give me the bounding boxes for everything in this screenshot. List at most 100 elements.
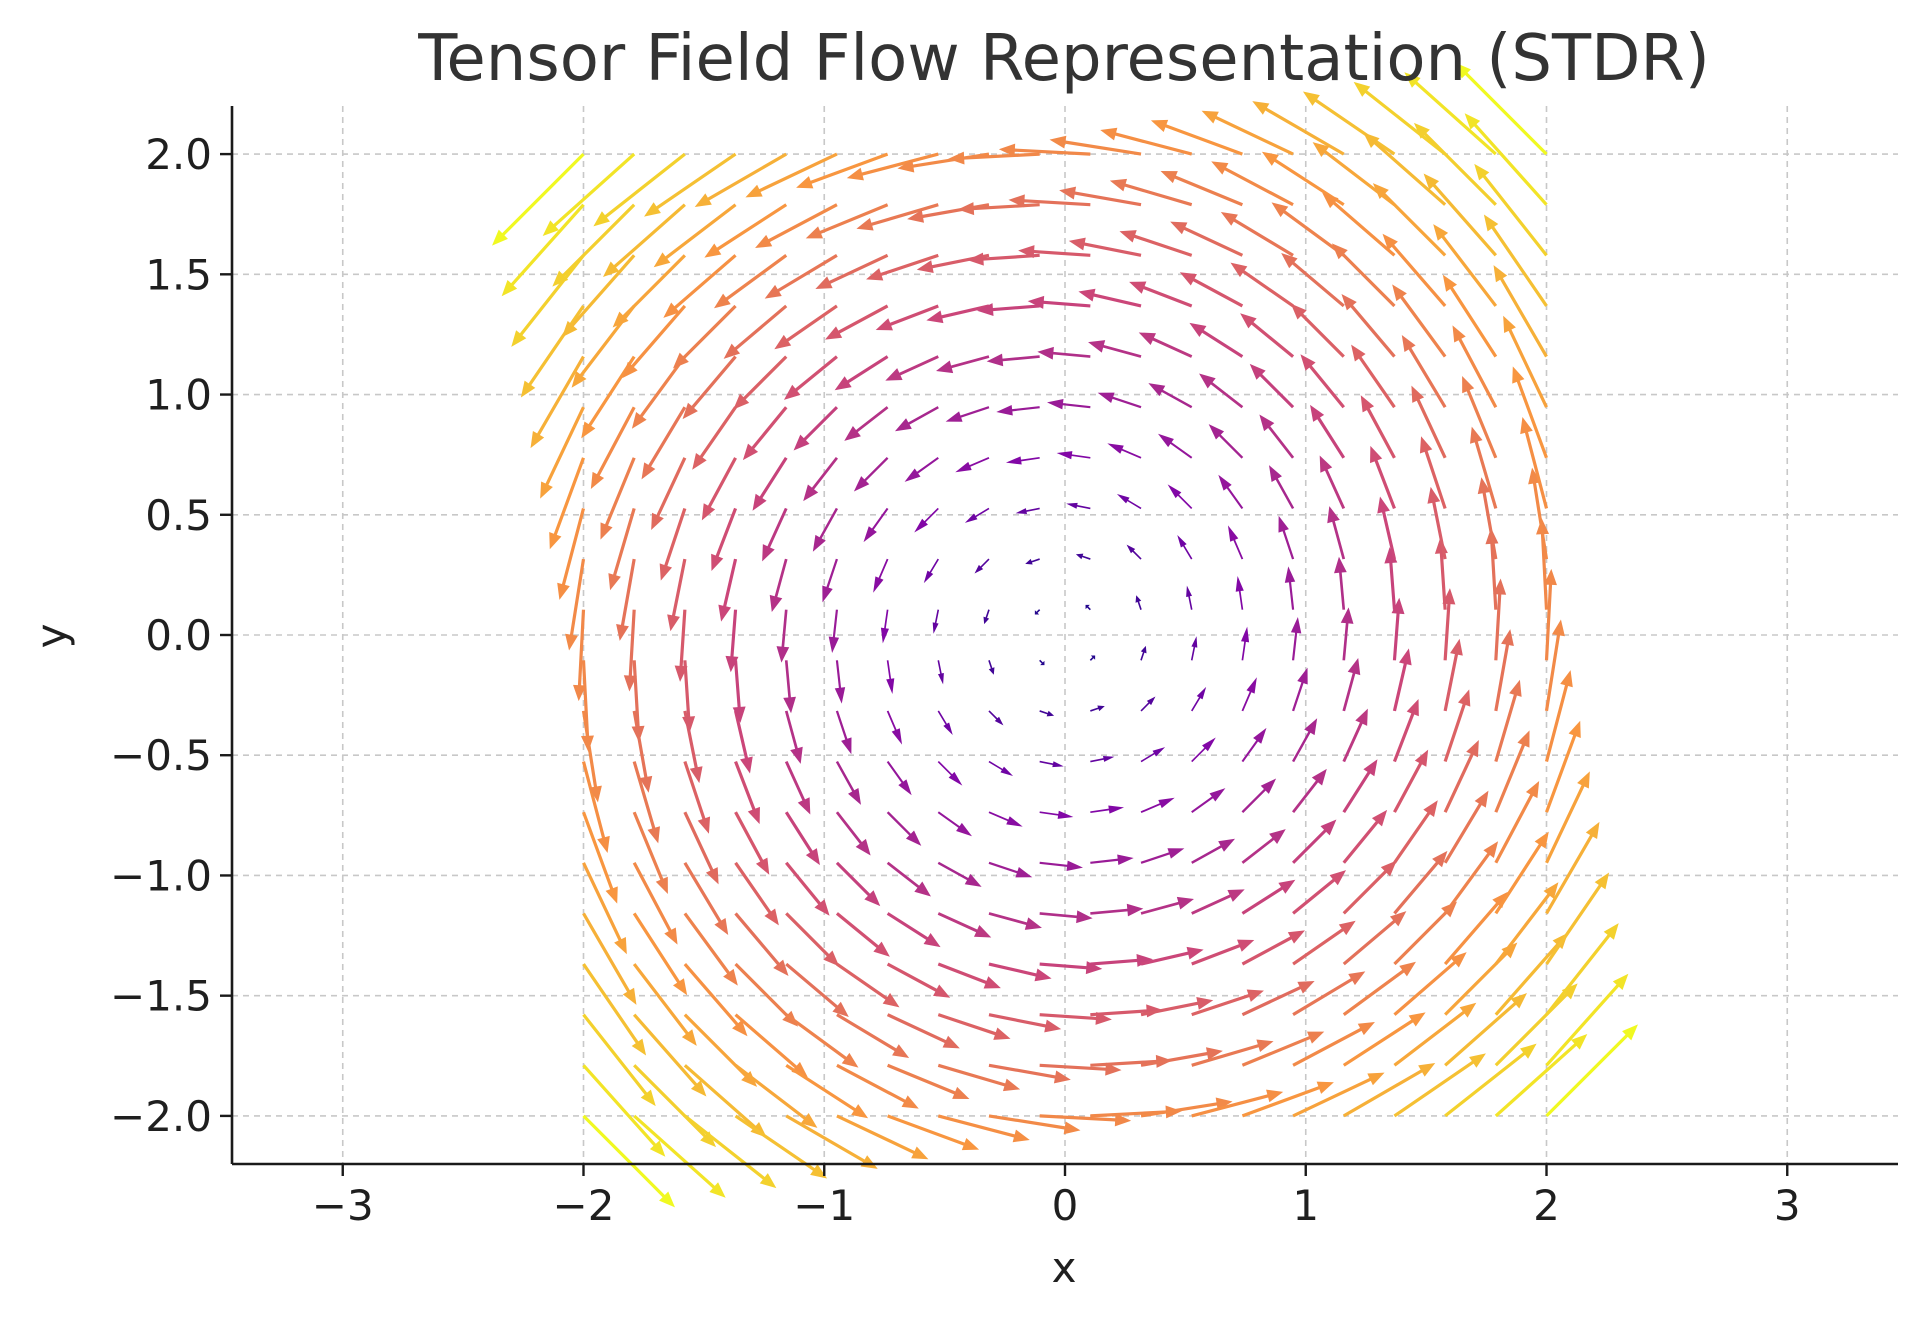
vector-arrow: [1140, 696, 1156, 712]
vector-arrow: [704, 203, 788, 258]
vector-arrow: [632, 1013, 707, 1097]
vector-arrow: [863, 507, 889, 543]
vector-arrow: [1342, 1062, 1436, 1118]
vector-arrow: [937, 1013, 1011, 1040]
vector-arrow: [783, 355, 838, 400]
vector-arrow: [1442, 588, 1456, 661]
vector-arrow: [1342, 911, 1407, 966]
vector-arrow: [1190, 636, 1198, 661]
vector-arrow: [886, 1013, 960, 1049]
vector-arrow: [1090, 1054, 1173, 1068]
vector-arrow: [784, 811, 820, 866]
vector-arrow: [904, 456, 939, 482]
vector-arrow: [1342, 961, 1416, 1016]
vector-arrow: [1177, 534, 1193, 560]
vector-arrow: [1419, 436, 1447, 509]
vector-arrow: [1413, 122, 1497, 206]
vector-arrow: [1241, 727, 1267, 763]
chart-title: Tensor Field Flow Representation (STDR): [417, 22, 1710, 96]
vector-arrow: [1140, 797, 1175, 814]
vector-arrow: [1199, 373, 1244, 409]
vector-arrow: [1393, 850, 1448, 915]
vector-arrow: [1140, 1097, 1233, 1118]
vector-arrow: [581, 355, 636, 439]
vector-arrow: [1249, 363, 1295, 409]
y-tick-label: −2.0: [110, 1092, 212, 1141]
vector-arrow: [582, 912, 637, 1005]
vector-arrow: [1327, 506, 1346, 560]
vector-arrow: [593, 152, 686, 227]
vector-arrow: [561, 254, 636, 338]
vector-arrow: [1442, 274, 1498, 358]
vector-arrow: [734, 861, 779, 926]
vector-arrow: [873, 558, 889, 593]
x-tick-label: −2: [553, 1181, 615, 1230]
vector-arrow: [986, 353, 1040, 367]
vector-arrow: [1545, 1024, 1638, 1118]
vector-arrow: [653, 203, 737, 268]
vector-arrow: [812, 507, 839, 552]
vector-arrow: [764, 253, 838, 299]
vector-arrow: [784, 760, 811, 815]
vector-arrow: [885, 355, 939, 381]
vector-arrow: [1140, 645, 1147, 661]
vector-arrow: [580, 660, 594, 752]
vector-arrow: [1259, 414, 1295, 459]
vector-arrow: [1241, 879, 1296, 915]
vector-arrow: [835, 861, 881, 907]
vector-arrow: [1191, 1039, 1274, 1067]
vector-arrow: [988, 962, 1052, 982]
vector-arrow: [683, 861, 729, 936]
vector-arrow: [1494, 983, 1578, 1067]
vector-arrow: [1300, 354, 1346, 409]
vector-arrow: [957, 202, 1040, 216]
vector-arrow: [886, 912, 941, 948]
vector-arrow: [907, 203, 990, 223]
vector-arrow: [1433, 224, 1498, 307]
vector-arrow: [581, 811, 618, 904]
vector-arrow: [1351, 344, 1396, 409]
vector-arrow: [1135, 595, 1142, 610]
vector-arrow: [1150, 119, 1243, 156]
vector-arrow: [1068, 237, 1142, 257]
vector-arrow: [1536, 518, 1550, 610]
vector-arrow: [805, 203, 889, 239]
vector-arrow: [1494, 679, 1522, 763]
vector-arrow: [937, 1114, 1030, 1143]
vector-arrow: [1027, 295, 1091, 309]
vector-arrow: [1158, 433, 1193, 459]
vector-arrow: [785, 962, 849, 1018]
vector-arrow: [557, 508, 586, 600]
vector-arrow: [631, 355, 687, 429]
vector-arrow: [1066, 502, 1091, 510]
vector-arrow: [1291, 667, 1308, 712]
vector-arrows: [492, 62, 1638, 1208]
vector-arrow: [1292, 870, 1347, 915]
vector-arrow: [1090, 1004, 1163, 1018]
vector-arrow: [733, 710, 753, 774]
vector-arrow: [1179, 272, 1244, 308]
vector-arrow: [565, 558, 586, 651]
vector-arrow: [988, 1114, 1081, 1135]
vector-arrow: [600, 457, 636, 540]
vector-arrow: [988, 760, 1014, 777]
vector-arrow: [1227, 525, 1244, 560]
vector-arrow: [623, 609, 637, 692]
vector-arrow: [651, 457, 687, 531]
vector-arrow: [937, 962, 1001, 989]
vector-arrow: [1047, 398, 1091, 410]
vector-arrow: [785, 1013, 859, 1068]
y-tick-label: −1.0: [110, 851, 212, 900]
vector-arrow: [1088, 340, 1142, 358]
vector-arrow: [1025, 558, 1040, 565]
vector-arrow: [632, 912, 688, 996]
vector-arrow: [632, 862, 678, 945]
vector-arrow: [1464, 113, 1548, 206]
vector-arrow: [608, 507, 636, 591]
vector-arrow: [988, 912, 1042, 930]
vector-arrow: [582, 963, 647, 1056]
vector-arrow: [1291, 718, 1318, 763]
vector-arrow: [694, 152, 788, 208]
vector-arrow: [769, 558, 788, 613]
vector-arrow: [1140, 747, 1166, 763]
